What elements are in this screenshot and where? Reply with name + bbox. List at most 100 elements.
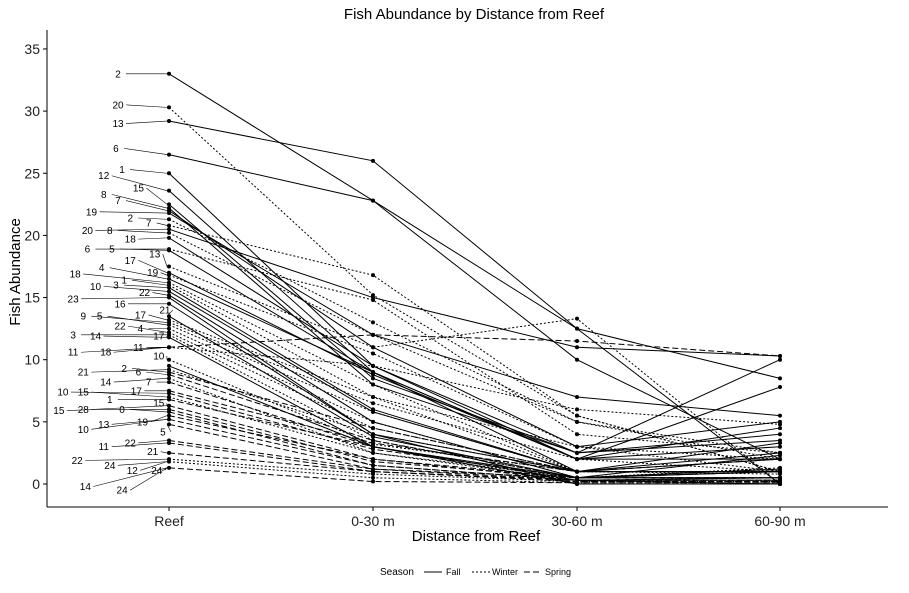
point-label: 1: [119, 165, 125, 176]
data-point: [167, 459, 171, 464]
label-leader-line: [117, 230, 168, 234]
data-point: [371, 409, 375, 414]
x-tick-label: 30-60 m: [551, 513, 602, 529]
series-fall-19: [167, 211, 782, 418]
data-point: [778, 469, 782, 474]
label-leader-line: [111, 442, 168, 448]
data-point: [575, 316, 579, 321]
label-leader-line: [152, 292, 168, 296]
series-line: [168, 237, 781, 454]
label-leader-line: [160, 451, 168, 454]
data-point: [778, 465, 782, 470]
point-label: 10: [153, 351, 165, 362]
series-line: [168, 212, 781, 417]
data-point: [778, 357, 782, 362]
label-leader-line: [125, 104, 168, 108]
label-leader-line: [117, 461, 168, 466]
data-point: [575, 357, 579, 362]
point-label: 12: [127, 466, 139, 477]
data-point: [371, 463, 375, 468]
series-line: [168, 328, 781, 479]
series-winter-6: [167, 247, 782, 455]
point-label: 1: [107, 395, 113, 406]
point-label: 15: [78, 388, 90, 399]
data-point: [778, 457, 782, 462]
label-leader-line: [70, 391, 168, 394]
point-label: 21: [159, 305, 171, 316]
point-label: 5: [97, 312, 103, 323]
series-winter-1: [167, 283, 782, 474]
point-label: 14: [80, 482, 92, 493]
label-leader-line: [125, 200, 168, 211]
series-winter-7: [167, 223, 782, 474]
label-leader-line: [66, 405, 168, 411]
point-label: 2: [127, 213, 133, 224]
data-point: [167, 380, 171, 385]
point-label: 11: [99, 442, 110, 453]
data-point: [167, 397, 171, 402]
data-point: [778, 413, 782, 418]
legend: Season Fall Winter Spring: [380, 567, 571, 578]
chart-title: Fish Abundance by Distance from Reef: [344, 6, 605, 23]
series-line: [168, 467, 780, 484]
point-label: 15: [153, 399, 165, 410]
data-point: [371, 426, 375, 431]
y-tick-label: 15: [24, 290, 40, 306]
series-spring-19: [167, 413, 782, 480]
y-axis-title: Fish Abundance: [7, 218, 24, 326]
label-leader-line: [127, 325, 168, 333]
point-label: 24: [151, 466, 163, 477]
data-point: [167, 235, 171, 240]
data-point: [575, 432, 579, 437]
data-point: [778, 453, 782, 458]
data-point: [371, 351, 375, 356]
series-line: [168, 334, 781, 357]
point-label: 0: [119, 405, 125, 416]
series-line: [168, 371, 780, 473]
label-leader-line: [113, 346, 168, 353]
series-spring-18: [167, 332, 782, 358]
point-label: 6: [136, 368, 142, 379]
label-leader-line: [123, 148, 168, 155]
label-leader-line: [138, 217, 168, 220]
data-point: [575, 419, 579, 424]
point-label: 12: [98, 171, 110, 182]
data-point: [778, 422, 782, 427]
label-leader-line: [123, 284, 168, 288]
data-point: [371, 332, 375, 337]
label-leader-line: [109, 267, 168, 280]
data-point: [167, 152, 171, 157]
x-tick-label: Reef: [154, 513, 184, 529]
data-point: [167, 273, 171, 278]
series-line: [168, 411, 780, 481]
point-label: 2: [121, 364, 127, 375]
label-leader-line: [95, 228, 168, 231]
data-point: [167, 363, 171, 368]
label-leader-line: [111, 194, 168, 209]
point-label: 19: [86, 207, 98, 218]
point-label: 15: [133, 184, 145, 195]
data-point: [167, 230, 171, 235]
series-line: [168, 396, 780, 481]
label-leader-line: [138, 259, 168, 273]
data-point: [371, 158, 375, 163]
point-label: 18: [125, 235, 137, 246]
point-label: 7: [115, 196, 121, 207]
data-point: [371, 382, 375, 387]
data-point: [167, 202, 171, 207]
point-label: 7: [146, 218, 152, 229]
series-winter-3: [167, 332, 782, 480]
label-leader-line: [83, 273, 168, 283]
point-label: 20: [112, 100, 124, 111]
data-point: [371, 450, 375, 455]
data-point: [371, 457, 375, 462]
data-point: [167, 440, 171, 445]
series-line: [168, 346, 781, 425]
series-line: [168, 423, 780, 479]
point-label: 13: [98, 420, 110, 431]
data-point: [167, 376, 171, 381]
point-label: 17: [153, 332, 165, 343]
y-tick-label: 5: [32, 414, 40, 430]
